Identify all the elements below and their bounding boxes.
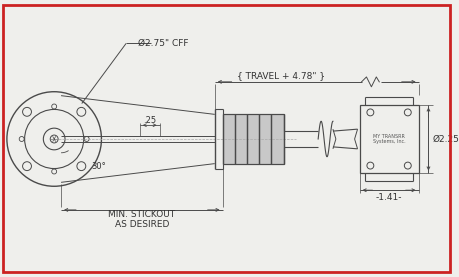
Bar: [246, 114, 259, 164]
Text: .25: .25: [143, 116, 156, 125]
Text: 30°: 30°: [91, 162, 106, 171]
Bar: [359, 104, 418, 173]
Bar: [222, 114, 234, 164]
Text: { TRAVEL + 4.78" }: { TRAVEL + 4.78" }: [236, 71, 324, 80]
Bar: [271, 114, 283, 164]
Text: Ø2.25: Ø2.25: [432, 135, 459, 143]
Bar: [259, 114, 271, 164]
Text: -1.41-: -1.41-: [375, 193, 402, 202]
Text: Ø2.75" CFF: Ø2.75" CFF: [138, 39, 188, 48]
Text: MIN. STICKOUT
AS DESIRED: MIN. STICKOUT AS DESIRED: [108, 210, 175, 229]
Text: MY TRANSRR
Systems, Inc.: MY TRANSRR Systems, Inc.: [372, 134, 404, 144]
Bar: [234, 114, 246, 164]
